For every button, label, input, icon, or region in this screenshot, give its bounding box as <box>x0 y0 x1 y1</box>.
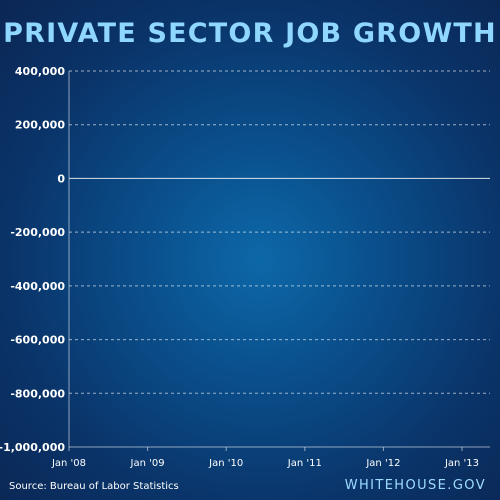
chart-title: PRIVATE SECTOR JOB GROWTH <box>3 18 497 49</box>
x-tick-label: Jan '12 <box>365 458 400 469</box>
x-tick-labels: Jan '08 Jan '09 Jan '10 Jan '11 Jan '12 Jan '… <box>51 458 479 469</box>
source-note: Source: Bureau of Labor Statistics <box>9 481 179 492</box>
x-tick-label: Jan '09 <box>130 458 165 469</box>
x-tick-label: Jan '13 <box>444 458 479 469</box>
brand-label: WHITEHOUSE.GOV <box>344 478 486 493</box>
y-tick-labels: 400,000 200,000 0 -200,000 -400,000 -600,000 -… <box>0 65 65 454</box>
axes <box>68 71 490 451</box>
y-tick-label: -400,000 <box>10 280 65 293</box>
gridlines <box>69 70 490 394</box>
y-tick-label: -200,000 <box>10 226 65 239</box>
y-tick-label: 400,000 <box>15 65 65 78</box>
y-tick-label: 200,000 <box>15 119 65 132</box>
y-tick-label: 0 <box>57 172 65 185</box>
x-tick-label: Jan '10 <box>208 458 243 469</box>
y-tick-label: -600,000 <box>10 334 65 347</box>
x-tick-label: Jan '11 <box>287 458 322 469</box>
y-tick-label: -1,000,000 <box>0 441 65 454</box>
x-tick-label: Jan '08 <box>51 458 86 469</box>
y-tick-label: -800,000 <box>10 387 65 400</box>
